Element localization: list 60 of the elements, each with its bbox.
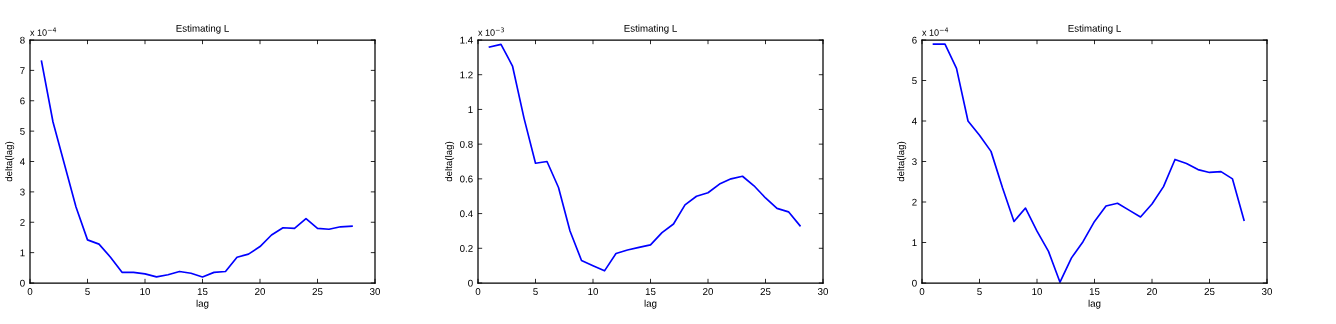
y-tick-label: 0.4: [460, 210, 473, 218]
text: x 10$^{−4}$: [922, 27, 949, 36]
x-tick-label: 0: [27, 288, 33, 295]
x-tick-label: 10: [588, 288, 599, 295]
y-tick-label: 0.8: [460, 140, 473, 148]
y-tick-label: 0: [468, 279, 473, 287]
y-tick-label: 1: [468, 106, 473, 113]
x-tick-label: 0: [475, 288, 481, 295]
y-tick-label: 3: [20, 188, 25, 196]
x-tick-label: 0: [919, 288, 925, 295]
x-tick-label: 25: [1204, 288, 1215, 295]
text: x 10$^{−3}$: [478, 27, 504, 36]
x-tick-label: 15: [197, 288, 208, 295]
x-tick-label: 5: [85, 288, 90, 295]
y-tick-label: 4: [19, 158, 25, 166]
line-series: [40, 60, 353, 278]
y-axis-title: delta(lag): [897, 141, 907, 182]
x-tick-label: 20: [703, 288, 714, 295]
y-axis-title: delta(lag): [5, 141, 15, 182]
y-tick-label: 1.4: [460, 36, 473, 44]
x-tick-label: 5: [977, 288, 982, 295]
y-tick-label: 6: [20, 97, 25, 105]
y-tick-label: 0.6: [460, 175, 473, 183]
chart-title: Estimating L: [624, 24, 677, 34]
x-tick-label: 20: [1147, 288, 1158, 295]
y-tick-label: 2: [912, 198, 917, 206]
x-tick-label: 30: [369, 288, 381, 295]
x-tick-label: 20: [255, 288, 266, 295]
y-tick-label: 3: [912, 158, 917, 166]
y-axis-title: delta(lag): [445, 141, 455, 182]
y-tick-label: 7: [20, 67, 25, 74]
x-tick-label: 15: [645, 288, 656, 295]
x-axis-title: lag: [644, 299, 657, 309]
x-axis-title: lag: [1088, 299, 1101, 309]
y-tick-label: 1: [912, 239, 917, 247]
x-tick-label: 5: [533, 288, 538, 295]
y-tick-label: 1: [20, 249, 25, 257]
y-tick-label: 0: [912, 279, 917, 287]
y-tick-label: 1.2: [460, 71, 473, 79]
text: x 10$^{−4}$: [30, 27, 57, 36]
x-tick-label: 10: [140, 288, 151, 295]
line-series: [932, 43, 1245, 283]
y-tick-label: 8: [20, 36, 25, 44]
chart-title: Estimating L: [1068, 24, 1121, 34]
x-tick-label: 15: [1089, 288, 1100, 295]
y-tick-label: 0.2: [460, 245, 473, 252]
y-tick-label: 5: [912, 77, 917, 85]
x-axis-title: lag: [196, 299, 209, 309]
y-tick-label: 4: [911, 117, 917, 125]
x-tick-label: 30: [817, 288, 829, 295]
y-tick-label: 6: [912, 36, 917, 44]
line-series: [488, 43, 801, 272]
x-tick-label: 30: [1261, 288, 1273, 295]
y-tick-label: 5: [20, 127, 25, 135]
x-tick-label: 10: [1032, 288, 1043, 295]
chart-title: Estimating L: [176, 24, 229, 34]
y-tick-label: 0: [20, 279, 25, 287]
x-tick-label: 25: [760, 288, 771, 295]
x-tick-label: 25: [312, 288, 323, 295]
y-tick-label: 2: [20, 218, 25, 226]
